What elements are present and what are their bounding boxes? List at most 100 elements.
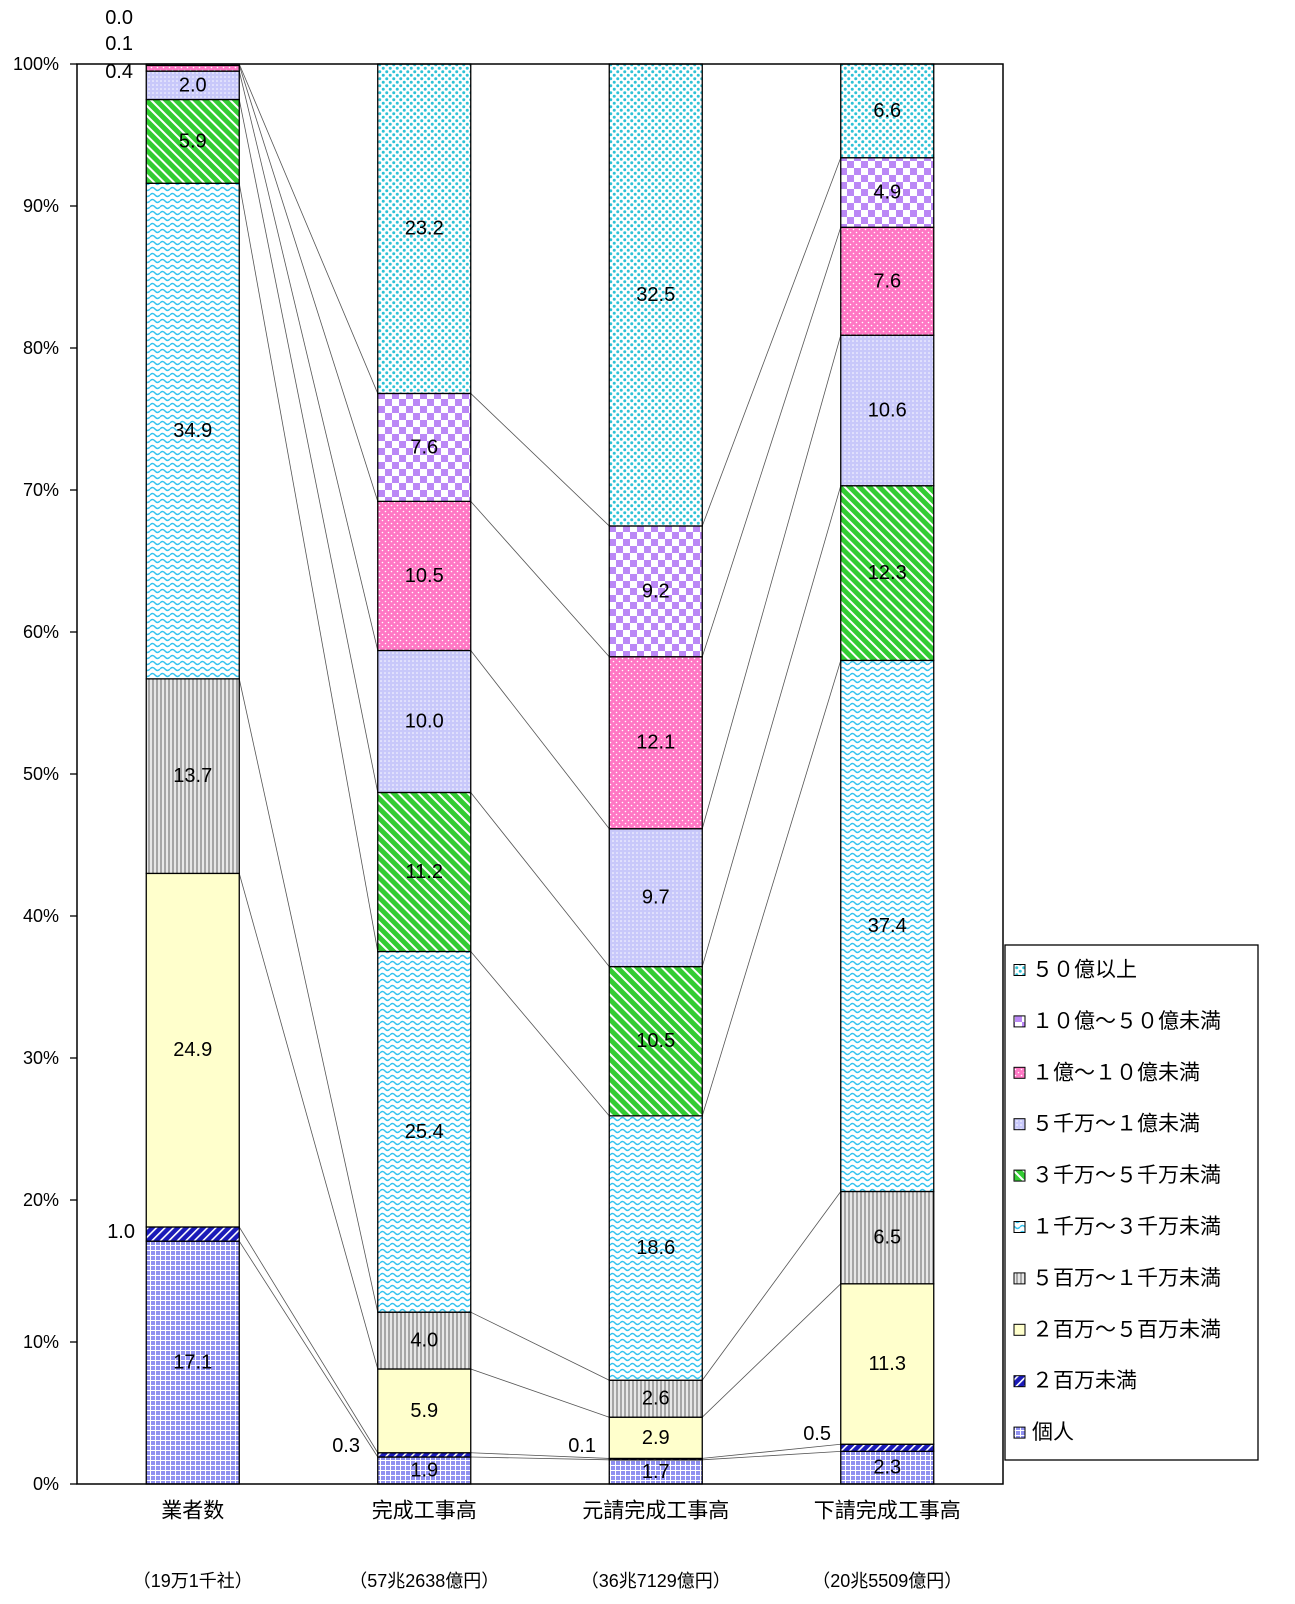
data-label: 10.5 (636, 1030, 675, 1052)
legend-item: ５千万～１億未満 (1013, 1113, 1200, 1136)
legend-box (1004, 944, 1259, 1461)
series-line (238, 1240, 379, 1458)
legend-item: 個人 (1013, 1421, 1074, 1444)
bar-segment (145, 70, 240, 101)
series-line (238, 99, 379, 793)
legend-swatch (1013, 1375, 1026, 1388)
bar (145, 63, 240, 1485)
y-tick-label: 40% (23, 906, 59, 926)
data-label: 13.7 (173, 765, 212, 787)
bar-segment (840, 157, 935, 228)
bar-segment (608, 63, 703, 527)
bar-segment (377, 500, 472, 652)
bar-segment (377, 649, 472, 794)
data-label: 2.6 (642, 1388, 670, 1410)
data-label: 2.0 (179, 74, 207, 96)
legend-swatch (1013, 964, 1026, 976)
data-label: 6.5 (873, 1227, 901, 1249)
legend-swatch (1013, 1323, 1026, 1336)
bar-segment (145, 98, 240, 184)
bar-segment (840, 659, 935, 1193)
bar-segment (840, 485, 935, 662)
x-category-total-label: （36兆7129億円） (581, 1571, 731, 1591)
bar (377, 63, 472, 1485)
bar-segment (608, 525, 703, 658)
series-line (238, 183, 379, 952)
legend-swatch (1013, 1426, 1026, 1439)
data-label: 7.6 (410, 436, 438, 458)
legend-label: 個人 (1032, 1421, 1074, 1444)
data-labels: 17.1 1.0 24.9 13.7 34.9 5.9 2.0 0.4 0.1 0.0 1.9 0.3… (105, 7, 907, 1483)
series-line (470, 792, 610, 967)
legend-swatch (1013, 1221, 1026, 1233)
series-line (238, 63, 379, 394)
bar-segment (608, 965, 703, 1117)
data-label: 2.9 (642, 1427, 670, 1449)
data-label: 0.3 (332, 1435, 360, 1457)
x-category-label: 完成工事高 (372, 1500, 477, 1523)
bar-segment (840, 1443, 935, 1452)
data-label: 7.6 (873, 270, 901, 292)
series-line (702, 1443, 841, 1459)
legend-label: ２百万未満 (1032, 1370, 1137, 1393)
legend-label: ５０億以上 (1032, 959, 1137, 982)
bar-segment (145, 1226, 240, 1242)
data-label: 11.3 (869, 1353, 906, 1375)
legend-label: １千万～３千万未満 (1032, 1216, 1221, 1239)
y-tick-label: 90% (23, 196, 59, 216)
data-label: 0.0 (105, 7, 133, 29)
data-label: 0.5 (803, 1423, 831, 1445)
bar-segment (608, 1459, 703, 1485)
y-tick-label: 80% (23, 338, 59, 358)
series-line (470, 1452, 610, 1459)
data-label: 6.6 (873, 100, 901, 122)
data-label: 25.4 (405, 1121, 444, 1143)
series-line (702, 1450, 841, 1461)
bar (840, 63, 935, 1485)
bar-segment (608, 1115, 703, 1381)
x-category-total-label: （57兆2638億円） (349, 1571, 499, 1591)
legend-item: ５０億以上 (1013, 959, 1137, 982)
data-label: 10.5 (405, 565, 444, 587)
y-tick-label: 0% (33, 1474, 59, 1494)
bar-segment (608, 828, 703, 968)
series-line (470, 1311, 610, 1381)
data-label: 18.6 (636, 1237, 675, 1259)
y-tick-label: 20% (23, 1190, 59, 1210)
series-line (238, 678, 379, 1313)
data-label: 0.1 (568, 1435, 596, 1457)
bar-segment (145, 678, 240, 875)
legend-swatch (1013, 1272, 1026, 1285)
data-label: 5.9 (179, 130, 207, 152)
bar-segment (608, 656, 703, 830)
series-line (701, 1191, 842, 1381)
bar-segment (145, 64, 240, 72)
series-line (238, 71, 379, 651)
y-tick-label: 70% (23, 480, 59, 500)
data-label: 1.7 (642, 1461, 670, 1483)
series-line (701, 227, 842, 657)
y-tick-label: 30% (23, 1048, 59, 1068)
legend-swatch (1013, 1066, 1026, 1079)
data-label: 12.1 (636, 732, 675, 754)
legend-label: １億～１０億未満 (1032, 1061, 1200, 1084)
series-line (701, 335, 842, 829)
data-label: 2.3 (873, 1457, 901, 1479)
series-line (701, 485, 842, 967)
bar-segment (377, 392, 472, 503)
series-line (701, 660, 842, 1116)
data-label: 0.4 (105, 61, 133, 83)
series-line (470, 501, 610, 657)
bar-segment (840, 226, 935, 336)
data-label: 24.9 (173, 1039, 212, 1061)
data-label: 23.2 (405, 218, 444, 240)
bar-segment (840, 334, 935, 487)
legend-swatch (1013, 1015, 1026, 1028)
legend-item: １億～１０億未満 (1013, 1061, 1200, 1084)
legend-item: ２百万未満 (1013, 1370, 1137, 1393)
bar (608, 63, 703, 1485)
legend-item: ３千万～５千万未満 (1013, 1164, 1221, 1187)
bar-segment (608, 1416, 703, 1460)
bars (145, 63, 935, 1485)
series-line (238, 873, 379, 1370)
